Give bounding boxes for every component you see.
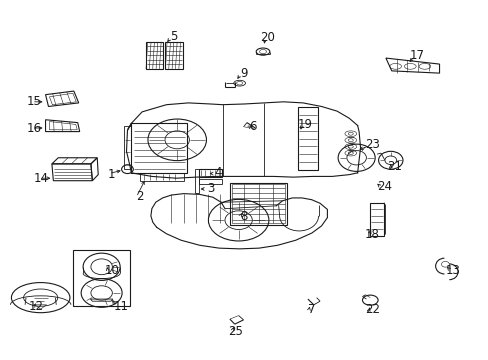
Text: 14: 14 — [33, 172, 48, 185]
Text: 16: 16 — [26, 122, 41, 135]
Text: 6: 6 — [249, 120, 257, 133]
Text: 19: 19 — [297, 118, 312, 131]
Text: 5: 5 — [170, 30, 177, 43]
Text: 13: 13 — [445, 264, 460, 277]
Text: 12: 12 — [28, 300, 43, 313]
Text: 11: 11 — [114, 300, 129, 313]
Bar — [73, 249, 130, 306]
Text: 7: 7 — [307, 303, 315, 316]
Text: 24: 24 — [377, 180, 392, 193]
Bar — [232, 184, 285, 223]
Text: 10: 10 — [104, 264, 119, 277]
Text: 2: 2 — [136, 190, 143, 203]
Text: 23: 23 — [364, 138, 379, 151]
Bar — [131, 123, 187, 173]
Text: 18: 18 — [364, 228, 379, 241]
Text: 22: 22 — [364, 303, 379, 316]
Bar — [369, 203, 383, 235]
Text: 17: 17 — [409, 49, 424, 62]
Bar — [198, 179, 222, 184]
Text: 4: 4 — [213, 166, 221, 179]
Bar — [194, 169, 198, 193]
Text: 20: 20 — [260, 31, 275, 44]
Text: 15: 15 — [26, 95, 41, 108]
Text: 8: 8 — [239, 210, 247, 223]
Bar — [229, 183, 287, 225]
Text: 21: 21 — [386, 160, 401, 173]
Text: 25: 25 — [228, 325, 243, 338]
Bar — [165, 42, 182, 69]
Text: 1: 1 — [108, 168, 115, 181]
Bar — [198, 169, 222, 177]
Bar — [140, 173, 183, 181]
Bar — [298, 107, 317, 170]
Text: 3: 3 — [206, 183, 214, 195]
Bar — [146, 42, 163, 69]
Bar — [124, 126, 131, 169]
Text: 9: 9 — [239, 67, 247, 80]
